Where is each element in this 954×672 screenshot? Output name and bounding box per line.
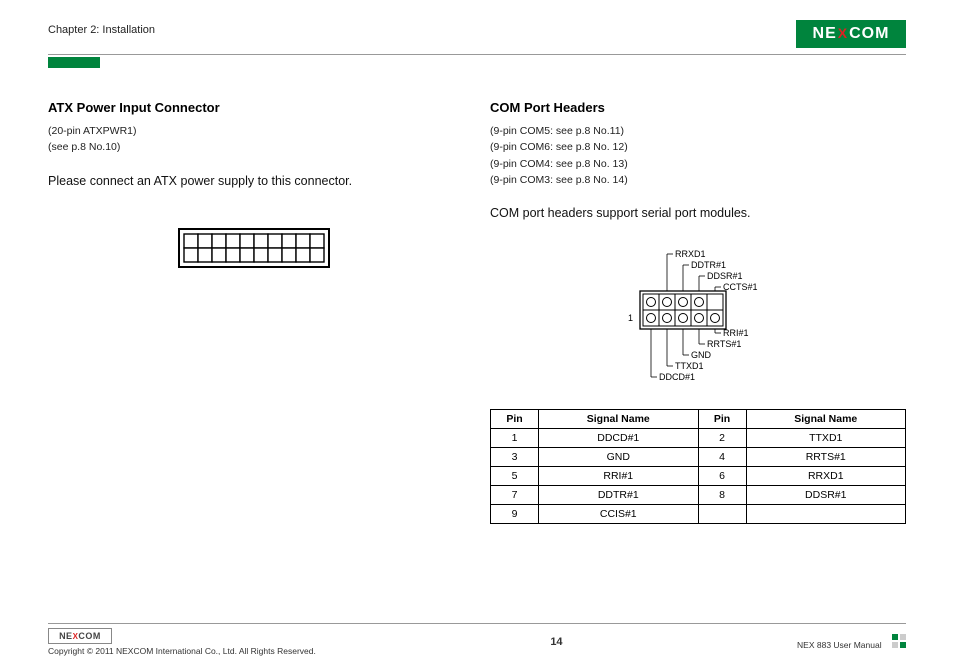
brand-post: COM: [849, 25, 889, 42]
green-accent-bar: [48, 57, 100, 68]
com-spec-3: (9-pin COM4: see p.8 No. 13): [490, 156, 906, 172]
brand-x: X: [837, 25, 849, 41]
pin-cell: DDCD#1: [539, 429, 699, 448]
copyright: Copyright © 2011 NEXCOM International Co…: [48, 646, 316, 656]
svg-text:RRTS#1: RRTS#1: [707, 339, 741, 349]
svg-text:DDTR#1: DDTR#1: [691, 260, 726, 270]
pin-cell: 9: [491, 505, 539, 524]
pin-cell: [746, 505, 906, 524]
pin-cell: TTXD1: [746, 429, 906, 448]
svg-text:CCTS#1: CCTS#1: [723, 282, 758, 292]
pin-cell: CCIS#1: [539, 505, 699, 524]
svg-text:DDSR#1: DDSR#1: [707, 271, 743, 281]
footer-mark-icon: [892, 634, 906, 650]
footer-brand-logo: NEXCOM: [48, 628, 112, 644]
com-spec-4: (9-pin COM3: see p.8 No. 14): [490, 172, 906, 188]
svg-text:GND: GND: [691, 350, 712, 360]
header-rule: [48, 54, 906, 55]
brand-pre: NE: [813, 25, 837, 42]
table-row: 5RRI#16RRXD1: [491, 467, 906, 486]
atx-connector-diagram: [178, 228, 464, 271]
brand-logo: NEXCOM: [796, 20, 906, 48]
pin-cell: RRI#1: [539, 467, 699, 486]
pin-cell: DDTR#1: [539, 486, 699, 505]
footer-brand-pre: NE: [59, 631, 73, 641]
com-spec-1: (9-pin COM5: see p.8 No.11): [490, 123, 906, 139]
pin-cell: 8: [698, 486, 746, 505]
table-row: 9CCIS#1: [491, 505, 906, 524]
pin-cell: 4: [698, 448, 746, 467]
pin-cell: 2: [698, 429, 746, 448]
pin-cell: [698, 505, 746, 524]
table-row: 7DDTR#18DDSR#1: [491, 486, 906, 505]
com-header-diagram: 1RRXD1DDTR#1DDSR#1CCTS#1DDCD#1TTXD1GNDRR…: [613, 238, 783, 393]
com-title: COM Port Headers: [490, 100, 906, 115]
footer-rule: [48, 623, 906, 624]
page-number: 14: [550, 636, 562, 648]
footer-brand-post: COM: [78, 631, 101, 641]
pin-cell: 5: [491, 467, 539, 486]
pin-table-header: Signal Name: [539, 410, 699, 429]
svg-text:DDCD#1: DDCD#1: [659, 372, 695, 382]
svg-text:1: 1: [628, 313, 633, 323]
pin-table: PinSignal NamePinSignal Name 1DDCD#12TTX…: [490, 409, 906, 524]
pin-cell: DDSR#1: [746, 486, 906, 505]
atx-spec-1: (20-pin ATXPWR1): [48, 123, 464, 139]
atx-spec-2: (see p.8 No.10): [48, 139, 464, 155]
pin-cell: 6: [698, 467, 746, 486]
table-row: 3GND4RRTS#1: [491, 448, 906, 467]
pin-cell: 1: [491, 429, 539, 448]
pin-table-header: Signal Name: [746, 410, 906, 429]
pin-cell: RRXD1: [746, 467, 906, 486]
pin-cell: 3: [491, 448, 539, 467]
pin-table-header: Pin: [491, 410, 539, 429]
manual-name: NEX 883 User Manual: [797, 640, 882, 650]
com-spec-2: (9-pin COM6: see p.8 No. 12): [490, 139, 906, 155]
pin-cell: 7: [491, 486, 539, 505]
svg-text:RRXD1: RRXD1: [675, 249, 706, 259]
svg-text:RRI#1: RRI#1: [723, 328, 749, 338]
pin-cell: GND: [539, 448, 699, 467]
table-row: 1DDCD#12TTXD1: [491, 429, 906, 448]
com-description: COM port headers support serial port mod…: [490, 206, 906, 220]
svg-text:TTXD1: TTXD1: [675, 361, 704, 371]
atx-title: ATX Power Input Connector: [48, 100, 464, 115]
atx-description: Please connect an ATX power supply to th…: [48, 174, 464, 188]
chapter-label: Chapter 2: Installation: [48, 20, 155, 36]
pin-table-header: Pin: [698, 410, 746, 429]
pin-cell: RRTS#1: [746, 448, 906, 467]
